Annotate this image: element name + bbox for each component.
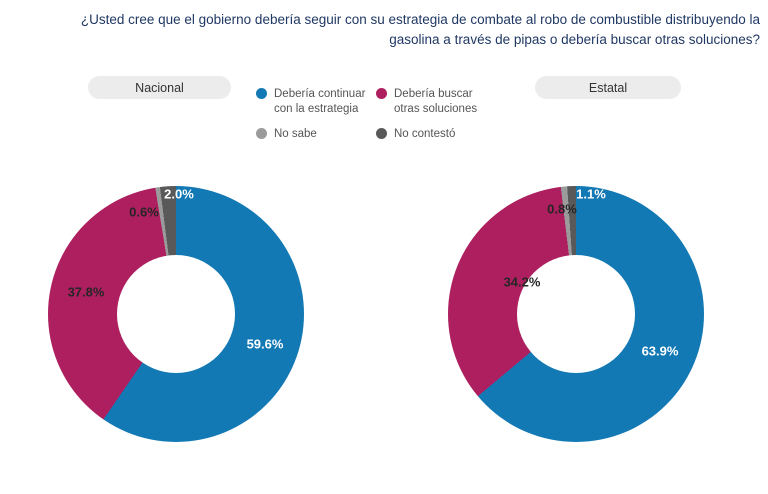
legend-swatch-blue: [256, 88, 267, 99]
legend-label: No sabe: [274, 127, 317, 140]
legend-label: No contestó: [394, 127, 456, 140]
legend-item-otras-soluciones[interactable]: Debería buscar otras soluciones: [376, 87, 496, 117]
legend-label: Debería buscar otras soluciones: [394, 88, 478, 115]
donut-hole: [117, 255, 235, 373]
slice-label-continuar: 59.6%: [246, 336, 284, 352]
tab-nacional[interactable]: Nacional: [88, 76, 231, 99]
slice-label-no-contesto: 2.0%: [164, 186, 194, 202]
legend-item-continuar[interactable]: Debería continuar con la estrategia: [256, 87, 376, 117]
legend-swatch-darkgray: [376, 127, 387, 139]
donut-chart-nacional: 59.6% 37.8% 0.6% 2.0%: [48, 186, 304, 442]
legend: Debería continuar con la estrategia Debe…: [256, 87, 496, 142]
donut-hole: [517, 255, 635, 373]
donut-chart-estatal: 63.9% 34.2% 0.8% 1.1%: [448, 186, 704, 442]
page-title: ¿Usted cree que el gobierno debería segu…: [80, 12, 760, 48]
slice-label-no-sabe: 0.8%: [547, 201, 577, 217]
legend-label: Debería continuar con la estrategia: [274, 88, 366, 115]
legend-item-no-sabe[interactable]: No sabe: [256, 127, 376, 142]
slice-label-otras-soluciones: 37.8%: [67, 284, 105, 300]
slice-label-no-contesto: 1.1%: [576, 186, 606, 202]
legend-swatch-gray: [256, 127, 267, 139]
slice-label-otras-soluciones: 34.2%: [503, 274, 541, 290]
legend-item-no-contesto[interactable]: No contestó: [376, 127, 496, 142]
tab-estatal[interactable]: Estatal: [535, 76, 681, 99]
legend-swatch-magenta: [376, 88, 387, 99]
slice-label-continuar: 63.9%: [641, 343, 679, 359]
slice-label-no-sabe: 0.6%: [129, 204, 159, 220]
